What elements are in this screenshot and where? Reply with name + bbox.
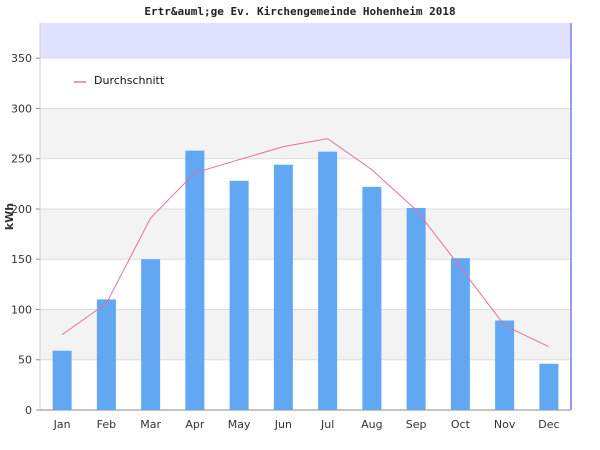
y-tick-label: 0 bbox=[25, 404, 32, 417]
bar-aug bbox=[362, 186, 382, 410]
bar-sep bbox=[406, 207, 426, 410]
chart-title: Ertr&auml;ge Ev. Kirchengemeinde Hohenhe… bbox=[144, 5, 456, 18]
x-tick-label: Mar bbox=[140, 418, 161, 431]
bar-apr bbox=[185, 150, 205, 411]
x-tick-label: Apr bbox=[185, 418, 205, 431]
bar-dec bbox=[539, 363, 559, 410]
grid-band bbox=[40, 309, 571, 360]
bar-oct bbox=[450, 258, 470, 410]
bar-jun bbox=[273, 164, 293, 410]
bar-may bbox=[229, 180, 249, 410]
x-tick-label: Jul bbox=[320, 418, 334, 431]
y-tick-label: 300 bbox=[11, 102, 32, 115]
x-tick-label: Jun bbox=[274, 418, 292, 431]
x-tick-label: Dec bbox=[538, 418, 559, 431]
top-band bbox=[40, 23, 571, 59]
y-tick-label: 100 bbox=[11, 303, 32, 316]
x-tick-label: Nov bbox=[494, 418, 516, 431]
x-tick-label: May bbox=[228, 418, 251, 431]
y-tick-label: 200 bbox=[11, 203, 32, 216]
y-tick-label: 50 bbox=[18, 354, 32, 367]
legend-label: Durchschnitt bbox=[94, 74, 165, 87]
grid-band bbox=[40, 208, 571, 260]
x-tick-label: Feb bbox=[97, 418, 116, 431]
x-tick-label: Aug bbox=[361, 418, 382, 431]
x-tick-label: Sep bbox=[406, 418, 427, 431]
y-axis-label: kWh bbox=[3, 203, 16, 230]
bar-nov bbox=[495, 320, 515, 410]
y-tick-label: 250 bbox=[11, 153, 32, 166]
y-tick-label: 150 bbox=[11, 253, 32, 266]
bar-mar bbox=[141, 259, 161, 410]
y-tick-label: 350 bbox=[11, 52, 32, 65]
average-line bbox=[61, 138, 550, 348]
bar-jan bbox=[52, 350, 72, 410]
bar-feb bbox=[96, 299, 116, 410]
grid-band bbox=[40, 108, 571, 159]
bar-jul bbox=[318, 151, 338, 411]
x-tick-label: Oct bbox=[451, 418, 471, 431]
x-tick-label: Jan bbox=[53, 418, 71, 431]
